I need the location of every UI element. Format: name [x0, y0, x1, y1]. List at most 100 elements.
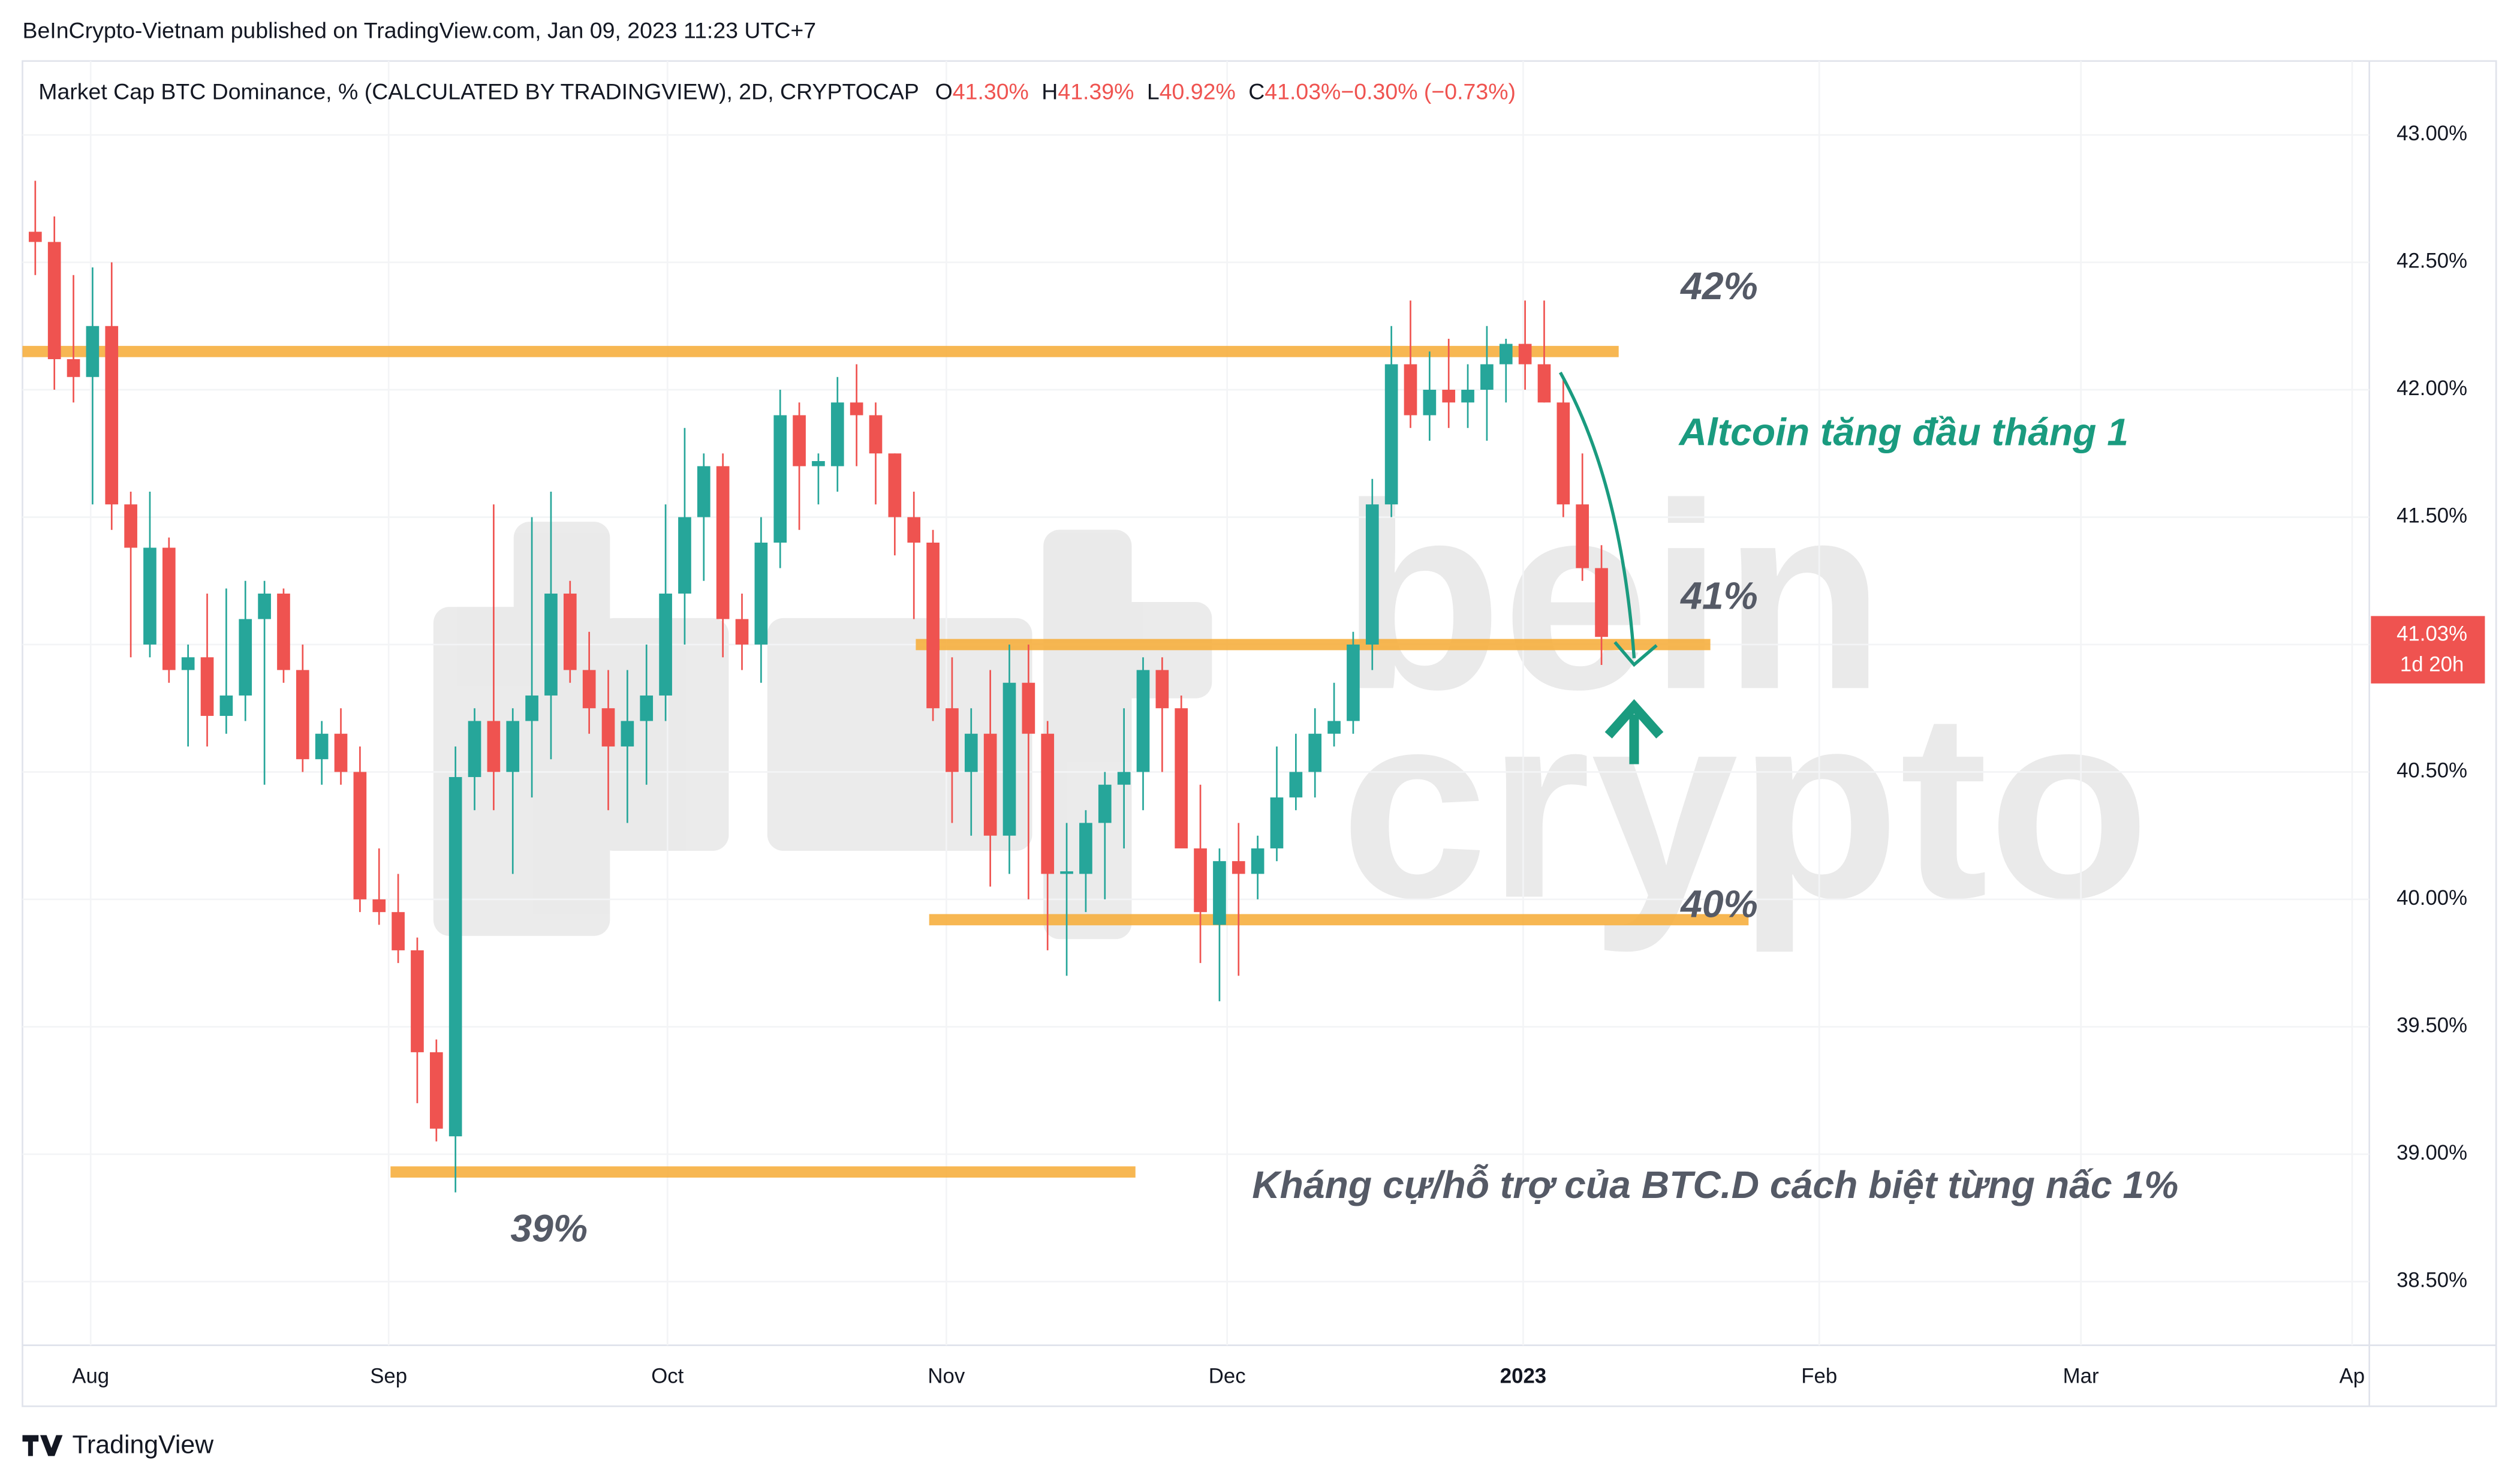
- candle-body: [640, 695, 654, 721]
- candle-body: [506, 721, 520, 772]
- candle-body: [219, 695, 233, 716]
- candle-body: [1499, 344, 1513, 365]
- legend-key: H: [1041, 79, 1058, 104]
- candle-body: [1461, 389, 1474, 403]
- annotation: Kháng cự/hỗ trợ của BTC.D cách biệt từng…: [1252, 1163, 2178, 1206]
- candle-body: [124, 504, 137, 548]
- candle-body: [1347, 644, 1360, 721]
- candle-body: [1060, 871, 1073, 874]
- frame: [22, 60, 2497, 1407]
- candle-body: [1480, 364, 1494, 390]
- candle-body: [716, 466, 730, 619]
- countdown-label: 1d 20h: [2400, 653, 2464, 676]
- y-tick-label: 38.50%: [2396, 1269, 2467, 1292]
- logo-block: [767, 618, 1032, 851]
- candle-body: [850, 402, 863, 416]
- candle-body: [1213, 861, 1226, 925]
- candle-body: [563, 593, 577, 670]
- candle-body: [1098, 784, 1112, 823]
- candle-body: [830, 402, 844, 466]
- candle-body: [735, 619, 749, 645]
- candle-body: [1232, 861, 1245, 874]
- level-label: 39%: [510, 1207, 588, 1250]
- candle-body: [1002, 682, 1016, 836]
- candle-body: [181, 657, 195, 670]
- legend-value: 40.92%: [1160, 79, 1236, 104]
- y-tick-label: 42.00%: [2396, 377, 2467, 400]
- candle-body: [1251, 848, 1264, 874]
- candle-body: [353, 772, 367, 899]
- x-tick-label: Mar: [2063, 1364, 2099, 1387]
- level-label: 40%: [1679, 883, 1758, 926]
- candle-body: [812, 460, 825, 466]
- x-tick-label: Aug: [72, 1364, 109, 1387]
- up-arrow: [1604, 699, 1664, 764]
- candle-body: [429, 1052, 443, 1129]
- candle-body: [200, 657, 214, 716]
- candle-body: [296, 670, 309, 760]
- legend-value: −0.30% (−0.73%): [1341, 79, 1516, 104]
- candle-body: [621, 721, 634, 746]
- candle-body: [1576, 504, 1589, 568]
- candle-body: [1404, 364, 1417, 416]
- candle-body: [1384, 364, 1398, 505]
- candle-body: [926, 542, 940, 709]
- legend-value: 41.39%: [1058, 79, 1134, 104]
- candle-body: [678, 517, 691, 594]
- candle-body: [888, 453, 902, 517]
- candle-body: [1556, 402, 1570, 505]
- x-tick-label: Dec: [1209, 1364, 1246, 1387]
- y-tick-label: 43.00%: [2396, 122, 2467, 145]
- candle-body: [143, 547, 156, 645]
- legend-title: Market Cap BTC Dominance, % (CALCULATED …: [38, 79, 919, 104]
- candle-body: [86, 326, 100, 377]
- last-price-label: 41.03%: [2396, 622, 2467, 646]
- footer-brand: TradingView: [72, 1431, 214, 1459]
- candle-body: [372, 899, 386, 913]
- curved-arrow: [1558, 371, 1636, 658]
- logo-block: [1043, 529, 1132, 940]
- arrow-head: [1613, 641, 1658, 667]
- logo-block: [1043, 602, 1212, 699]
- candle-body: [468, 721, 481, 777]
- candle-body: [1270, 797, 1284, 848]
- candle-body: [411, 950, 424, 1052]
- candle-body: [487, 721, 501, 772]
- y-tick-label: 42.50%: [2396, 249, 2467, 273]
- x-tick-label: Oct: [651, 1364, 684, 1387]
- candle-body: [1022, 682, 1035, 734]
- candle-body: [1537, 364, 1551, 403]
- last-price-tag: [2371, 616, 2485, 684]
- candle-body: [162, 547, 176, 670]
- candle-body: [983, 733, 997, 836]
- y-tick-label: 39.50%: [2396, 1014, 2467, 1037]
- watermark-text: crypto: [1341, 657, 2150, 955]
- candle-body: [258, 593, 271, 619]
- level-label: 42%: [1679, 264, 1758, 308]
- published-line: BeInCrypto-Vietnam published on TradingV…: [22, 18, 816, 43]
- candle-body: [105, 326, 119, 505]
- legend-key: O: [935, 79, 953, 104]
- candle-body: [525, 695, 538, 721]
- y-tick-label: 41.50%: [2396, 504, 2467, 528]
- candle-body: [28, 231, 42, 242]
- y-tick-label: 39.00%: [2396, 1141, 2467, 1164]
- watermark-text: bein: [1341, 448, 1885, 745]
- legend-value: 41.03%: [1264, 79, 1341, 104]
- candle-body: [1423, 389, 1437, 416]
- candle-body: [239, 619, 252, 696]
- candle-body: [946, 708, 959, 772]
- candle-body: [1194, 848, 1207, 913]
- candle-body: [1175, 708, 1188, 848]
- candle-body: [448, 776, 462, 1137]
- watermark-logo: [433, 522, 1212, 940]
- candle-body: [47, 242, 61, 360]
- candle-body: [277, 593, 290, 670]
- candle-body: [1041, 733, 1055, 874]
- candle-body: [1595, 568, 1608, 637]
- tv-icon: [22, 1435, 63, 1456]
- y-tick-label: 40.00%: [2396, 886, 2467, 910]
- candle-body: [601, 708, 615, 746]
